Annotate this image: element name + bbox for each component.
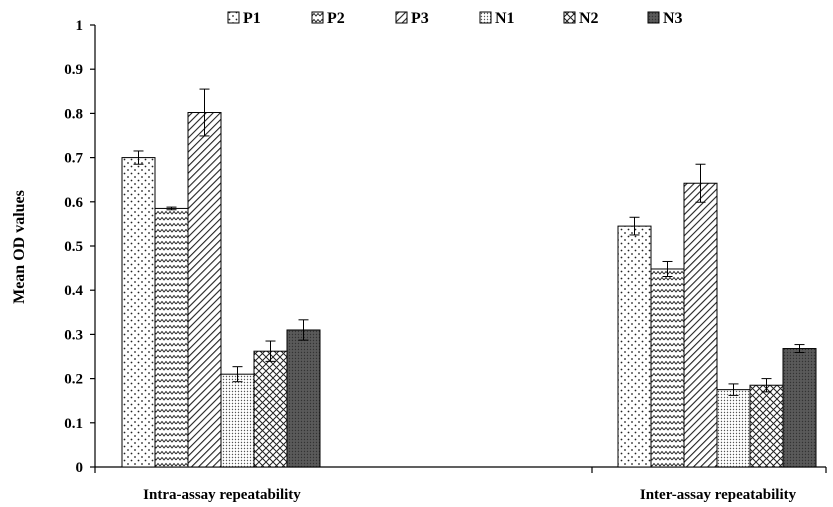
bar-p3 xyxy=(683,182,718,468)
legend-swatch-p1 xyxy=(227,11,240,24)
plot-area: 0 0.1 0.2 0.3 0.4 0.5 0.6 0.7 0.8 0.9 1 Intra-assay… xyxy=(64,18,827,503)
y-tick-label: 0.9 xyxy=(64,62,83,78)
y-tick-label: 0.4 xyxy=(64,283,83,299)
legend-swatch-n2 xyxy=(563,11,576,24)
y-tick-label: 0.7 xyxy=(64,151,83,167)
y-tick-label: 1 xyxy=(76,18,84,34)
legend-label-p3: P3 xyxy=(411,10,429,27)
x-category-label: Inter-assay repeatability xyxy=(640,487,797,503)
y-tick-label: 0.1 xyxy=(64,416,83,432)
bar-n1 xyxy=(220,373,255,468)
x-category-label: Intra-assay repeatability xyxy=(143,487,301,503)
bar-p2 xyxy=(650,268,685,468)
legend-swatch-n1 xyxy=(479,11,492,24)
y-tick-label: 0.3 xyxy=(64,327,83,343)
y-tick-label: 0.8 xyxy=(64,106,83,122)
bar-p1 xyxy=(121,157,156,468)
bar-n1 xyxy=(716,389,751,468)
bar-p3 xyxy=(187,112,222,468)
legend-swatch-p3 xyxy=(395,11,408,24)
y-tick-label: 0.6 xyxy=(64,195,83,211)
y-tick-label: 0.5 xyxy=(64,239,83,255)
bar-n2 xyxy=(253,350,288,468)
bar-p1 xyxy=(617,225,652,468)
y-tick-label: 0 xyxy=(76,460,84,476)
y-tick-label: 0.2 xyxy=(64,372,83,388)
legend-label-p1: P1 xyxy=(243,10,261,27)
legend-swatch-p2 xyxy=(311,11,324,24)
legend-swatch-n3 xyxy=(647,11,660,24)
legend-label-p2: P2 xyxy=(327,10,345,27)
bar-n2 xyxy=(749,384,784,468)
legend-label-n1: N1 xyxy=(495,10,515,27)
chart-legend: P1 P2 P3 N1 N2 N3 xyxy=(227,10,683,27)
bar-n3 xyxy=(782,348,817,468)
bar-n3 xyxy=(286,329,321,468)
bar-p2 xyxy=(154,207,189,468)
y-axis-label: Mean OD values xyxy=(11,190,28,304)
legend-label-n2: N2 xyxy=(579,10,599,27)
legend-label-n3: N3 xyxy=(663,10,683,27)
